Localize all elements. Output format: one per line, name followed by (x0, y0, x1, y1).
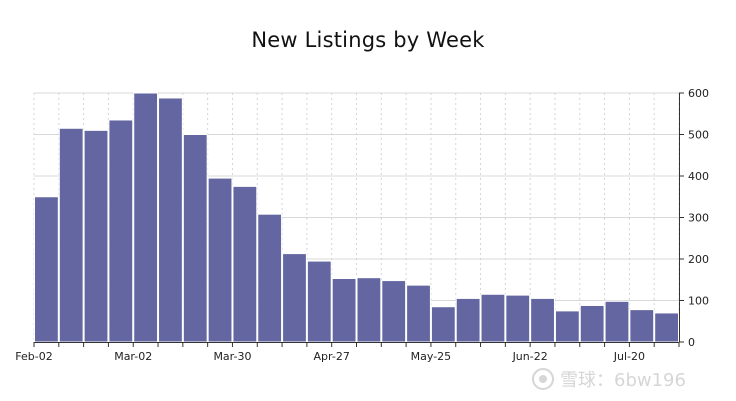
x-tick-label: Jul-20 (613, 350, 645, 363)
y-tick-label: 200 (688, 253, 709, 266)
y-tick-label: 300 (688, 212, 709, 225)
bar (34, 196, 59, 343)
bar (83, 129, 109, 343)
bar (356, 277, 382, 343)
snowball-logo-icon (532, 368, 554, 390)
bar (554, 310, 580, 343)
bar (505, 294, 531, 343)
bar (654, 312, 680, 343)
bar (381, 280, 407, 343)
bar (306, 260, 332, 343)
bar (579, 304, 605, 343)
x-tick-label: May-25 (411, 350, 452, 363)
bar (282, 253, 307, 343)
bar (207, 177, 233, 343)
chart-title: New Listings by Week (251, 28, 485, 52)
bar (331, 278, 357, 343)
bar (530, 297, 555, 343)
bar (257, 213, 283, 343)
x-tick-label: Jun-22 (512, 350, 548, 363)
watermark-text: 雪球：6bw196 (560, 370, 686, 391)
x-tick-label: Mar-02 (114, 350, 152, 363)
y-tick-label: 100 (688, 295, 709, 308)
x-tick-label: Apr-27 (314, 350, 350, 363)
axes: 0 100 200 300 400 500 600 Feb-02 Mar-02 Mar-30 Apr… (15, 87, 709, 363)
bar (406, 284, 431, 343)
bars (34, 92, 680, 343)
watermark: 雪球：6bw196 (532, 366, 686, 392)
bar (604, 300, 630, 343)
bar (108, 119, 134, 343)
bar (158, 97, 183, 343)
bar (133, 92, 159, 343)
x-tick-label: Mar-30 (213, 350, 251, 363)
bar (480, 293, 506, 343)
y-tick-label: 600 (688, 87, 709, 100)
bar (182, 134, 208, 343)
y-tick-label: 500 (688, 129, 709, 142)
bar (232, 185, 258, 343)
bar (629, 309, 655, 343)
bar (430, 306, 456, 343)
y-tick-label: 400 (688, 170, 709, 183)
y-tick-label: 0 (688, 336, 695, 349)
bar (58, 127, 84, 343)
x-tick-label: Feb-02 (15, 350, 52, 363)
bar (455, 297, 481, 343)
